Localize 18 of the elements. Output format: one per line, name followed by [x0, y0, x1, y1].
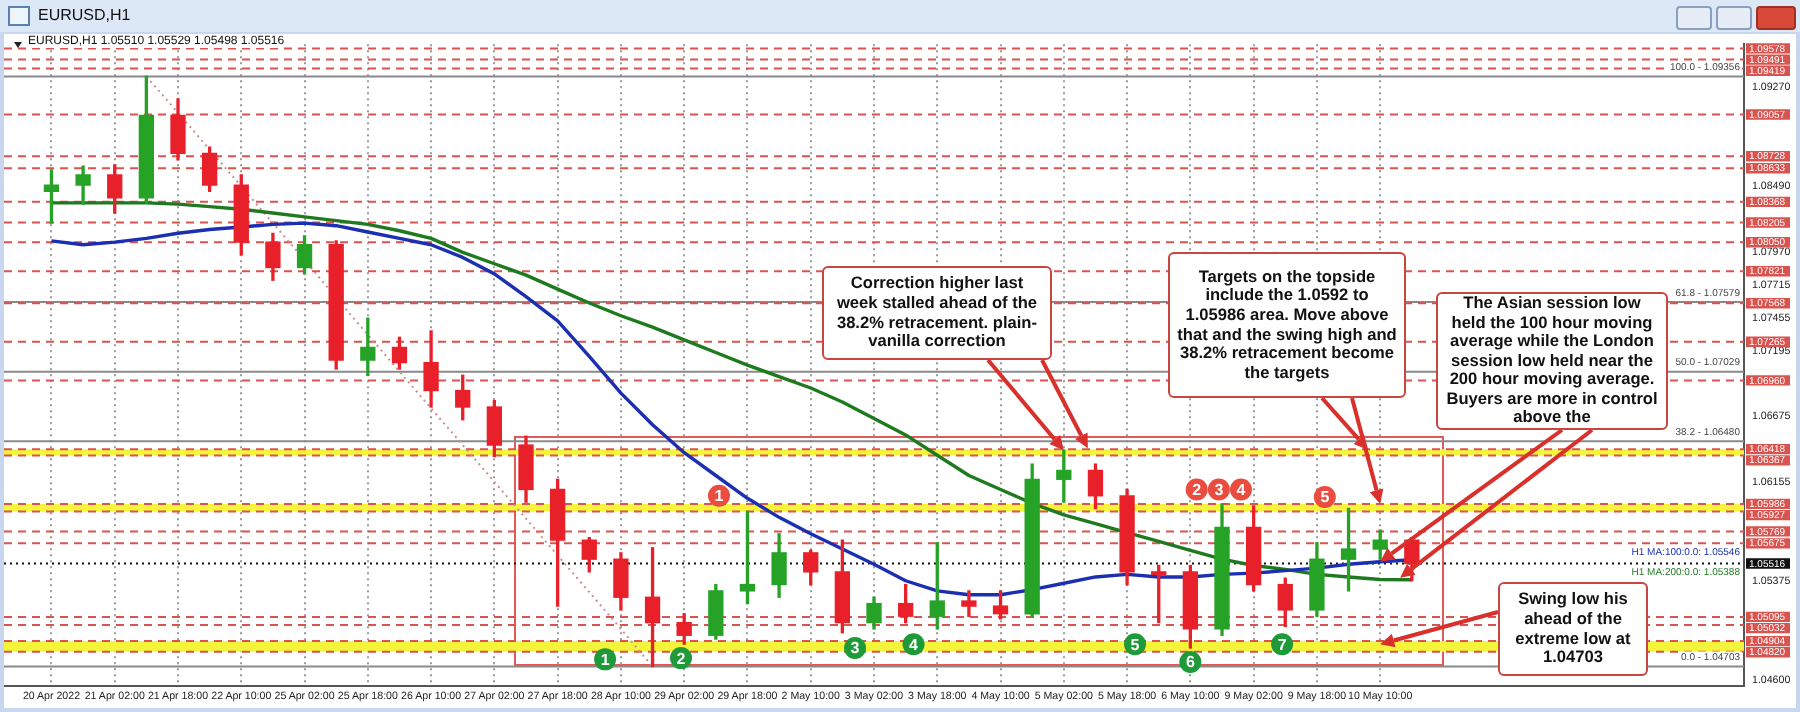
- annotation: 3: [850, 639, 861, 658]
- annotation: Swing low his ahead of the extreme low at 1.04703: [1498, 582, 1648, 676]
- annotation: 2: [676, 649, 687, 668]
- line-series: [145, 75, 654, 668]
- annotation: 6: [1185, 653, 1196, 672]
- annotation: Targets on the topside include the 1.0592 to 1.05986 area. Move above that and the swing high and 38.2% retracement become the targets: [1168, 252, 1406, 398]
- annotation: 7: [1277, 635, 1288, 654]
- annotation: 1: [714, 487, 725, 506]
- annotation: 3: [1214, 480, 1225, 499]
- annotation: 5: [1320, 488, 1331, 507]
- annotation: 5: [1130, 635, 1141, 654]
- annotation: 2: [1192, 480, 1203, 499]
- annotation: Correction higher last week stalled ahead of the 38.2% retracement. plain-vanilla correction: [822, 266, 1052, 360]
- annotation: The Asian session low held the 100 hour moving average while the London session low held near the 200 hour moving average. Buyers are more in control above the: [1436, 291, 1668, 430]
- chart-title: EURUSD,H1: [38, 6, 131, 24]
- annotation: 1: [600, 650, 611, 669]
- annotation: 4: [1236, 480, 1247, 499]
- annotation: 4: [909, 635, 920, 654]
